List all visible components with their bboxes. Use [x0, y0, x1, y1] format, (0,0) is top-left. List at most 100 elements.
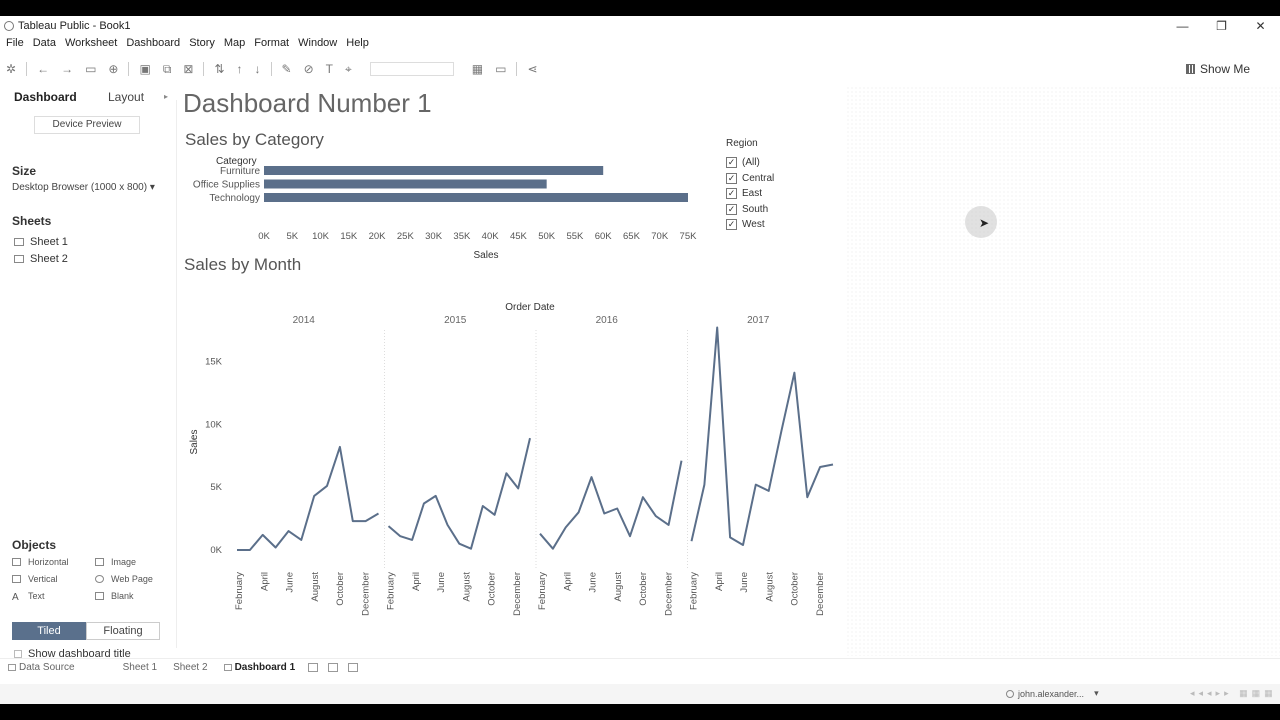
swap-icon[interactable]: ⇅	[214, 62, 225, 76]
object-web-page[interactable]: Web Page	[95, 574, 153, 584]
month-tick-label: December	[512, 572, 523, 616]
new-worksheet-tab-icon[interactable]	[308, 663, 319, 672]
data-source-icon	[8, 664, 16, 671]
new-story-tab-icon[interactable]	[348, 663, 359, 672]
region-option-all[interactable]: ✓ (All)	[726, 155, 774, 171]
region-option-central[interactable]: ✓ Central	[726, 171, 774, 187]
sheet-item-sheet-2[interactable]: Sheet 2	[14, 253, 68, 265]
object-image[interactable]: Image	[95, 557, 136, 567]
y-tick-label: 10K	[205, 419, 223, 430]
redo-icon[interactable]: →	[61, 62, 74, 76]
object-label: Web Page	[111, 574, 153, 584]
new-worksheet-icon[interactable]: ▣	[139, 62, 151, 76]
pane-menu-icon[interactable]: ▸	[163, 92, 168, 101]
show-me-button[interactable]: Show Me	[1185, 62, 1250, 76]
month-tick-label: October	[790, 572, 801, 606]
menu-format[interactable]: Format	[254, 37, 290, 49]
sort-descending-icon[interactable]: ↓	[254, 62, 261, 76]
tiled-button[interactable]: Tiled	[12, 622, 86, 640]
bar-technology	[264, 193, 688, 202]
tab-dashboard[interactable]: Dashboard	[14, 90, 77, 104]
fit-dropdown[interactable]	[369, 62, 454, 76]
dashboard-icon	[223, 664, 232, 671]
image-icon	[95, 558, 104, 566]
close-button[interactable]: ✕	[1255, 19, 1266, 33]
tableau-window: Tableau Public - Book1 — ❐ ✕ File Data W…	[0, 16, 1280, 704]
object-blank[interactable]: Blank	[95, 591, 134, 601]
month-tick-label: February	[234, 572, 245, 610]
tab-layout[interactable]: Layout	[108, 90, 145, 104]
region-option-label: East	[742, 188, 763, 200]
x-tick-label: 70K	[651, 231, 669, 242]
month-tick-label: October	[487, 572, 498, 606]
region-option-label: (All)	[742, 157, 760, 169]
sheet-navigation[interactable]: ◂◂◂▸▸ ▦▦▦	[1190, 688, 1277, 698]
labels-icon[interactable]: T	[325, 62, 333, 76]
show-title-checkbox[interactable]: Show dashboard title	[14, 648, 131, 660]
duplicate-sheet-icon[interactable]: ⧉	[162, 61, 172, 76]
sheets-heading: Sheets	[12, 214, 52, 228]
region-option-east[interactable]: ✓ East	[726, 186, 774, 202]
share-icon[interactable]: ⋖	[527, 62, 538, 76]
menu-bar: File Data Worksheet Dashboard Story Map …	[0, 37, 372, 53]
y-tick-label: 5K	[210, 482, 222, 493]
line-chart[interactable]: Order Date Sales 0K 5K 10K 15K 2014 February Apr…	[178, 280, 842, 620]
sheet-item-sheet-1[interactable]: Sheet 1	[14, 236, 68, 248]
month-tick-label: February	[689, 572, 700, 610]
clear-sheet-icon[interactable]: ⊠	[183, 62, 194, 76]
save-icon[interactable]: ▭	[85, 62, 97, 76]
floating-button[interactable]: Floating	[86, 622, 160, 640]
text-icon: A	[12, 592, 19, 603]
globe-icon	[95, 575, 104, 583]
checkbox-checked-icon: ✓	[726, 172, 737, 184]
menu-data[interactable]: Data	[32, 37, 56, 49]
size-dropdown[interactable]: Desktop Browser (1000 x 800) ▾	[12, 182, 155, 193]
tab-label: Data Source	[19, 662, 75, 673]
highlight-icon[interactable]: ✎	[281, 62, 292, 76]
layout-mode-toggle: Tiled Floating	[12, 622, 160, 640]
tableau-icon[interactable]: ✲	[6, 62, 17, 76]
tab-sheet-1[interactable]: Sheet 1	[122, 662, 158, 673]
menu-window[interactable]: Window	[298, 37, 338, 49]
year-header: 2017	[747, 315, 770, 326]
toolbar: ✲ ← → ▭ ⊕ ▣ ⧉ ⊠ ⇅ ↑ ↓ ✎ ⊘ T ⌖ ▦ ▭ ⋖	[0, 58, 1280, 80]
x-tick-label: 15K	[340, 231, 358, 242]
new-data-source-icon[interactable]: ⊕	[108, 62, 119, 76]
menu-story[interactable]: Story	[189, 37, 215, 49]
horizontal-container-icon	[12, 558, 21, 566]
pin-icon[interactable]: ⌖	[344, 61, 352, 76]
y-tick-label: 15K	[205, 356, 223, 367]
device-preview-button[interactable]: Device Preview	[34, 116, 140, 134]
restore-button[interactable]: ❐	[1216, 19, 1227, 33]
menu-dashboard[interactable]: Dashboard	[126, 37, 181, 49]
user-menu[interactable]: john.alexander... ▾	[1006, 688, 1099, 699]
tab-data-source[interactable]: Data Source	[8, 662, 75, 673]
menu-worksheet[interactable]: Worksheet	[64, 37, 118, 49]
group-icon[interactable]: ⊘	[303, 62, 314, 76]
category-header: Category	[216, 156, 257, 167]
month-tick-label: August	[461, 572, 472, 602]
new-dashboard-tab-icon[interactable]	[328, 663, 339, 672]
tab-dashboard-1[interactable]: Dashboard 1	[223, 662, 295, 673]
month-tick-label: August	[764, 572, 775, 602]
sort-ascending-icon[interactable]: ↑	[236, 62, 243, 76]
menu-file[interactable]: File	[6, 37, 24, 49]
month-tick-label: August	[613, 572, 624, 602]
dashboard-canvas: Dashboard Number 1 Sales by Category Cat…	[178, 86, 842, 656]
menu-help[interactable]: Help	[346, 37, 369, 49]
object-vertical[interactable]: Vertical	[12, 574, 58, 584]
show-cards-icon[interactable]: ▦	[471, 62, 484, 76]
minimize-button[interactable]: —	[1176, 19, 1189, 33]
tab-sheet-2[interactable]: Sheet 2	[173, 662, 208, 673]
month-tick-label: June	[739, 572, 750, 593]
show-me-label: Show Me	[1199, 62, 1250, 76]
menu-map[interactable]: Map	[223, 37, 246, 49]
presentation-mode-icon[interactable]: ▭	[495, 62, 507, 76]
object-horizontal[interactable]: Horizontal	[12, 557, 69, 567]
region-option-south[interactable]: ✓ South	[726, 202, 774, 218]
undo-icon[interactable]: ←	[37, 62, 50, 76]
x-tick-label: 75K	[680, 231, 698, 242]
region-option-west[interactable]: ✓ West	[726, 217, 774, 233]
object-text[interactable]: A Text	[12, 591, 45, 603]
